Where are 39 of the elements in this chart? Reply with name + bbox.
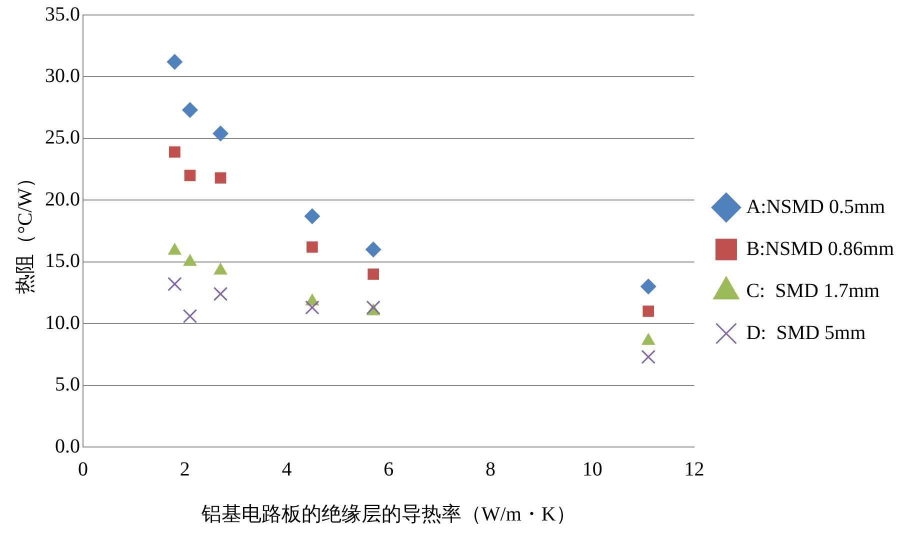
x-tick-label: 0 <box>78 458 88 480</box>
x-tick-label: 12 <box>684 458 704 480</box>
point <box>642 306 654 317</box>
point <box>214 172 226 184</box>
y-tick-label: 25.0 <box>45 126 80 149</box>
point <box>366 300 380 315</box>
y-tick-label: 30.0 <box>45 64 80 87</box>
x-tick-label: 2 <box>180 458 190 480</box>
legend-label: A:NSMD 0.5mm <box>746 196 886 218</box>
x-tick-label: 10 <box>582 458 602 480</box>
y-axis-title: 热阻（°C/W） <box>14 168 36 294</box>
y-tick-label: 10.0 <box>45 312 80 334</box>
point <box>304 208 320 224</box>
y-tick-label: 35.0 <box>45 3 80 26</box>
point <box>640 278 656 295</box>
point <box>305 300 320 315</box>
legend-label: C: SMD 1.7mm <box>746 280 880 302</box>
y-tick-label: 20.0 <box>45 188 80 210</box>
point <box>168 276 182 292</box>
point <box>182 309 198 324</box>
legend-label: D: SMD 5mm <box>746 322 866 344</box>
point <box>213 286 228 302</box>
point <box>166 54 183 70</box>
point <box>306 241 318 253</box>
point <box>641 350 656 364</box>
point <box>184 170 196 182</box>
point <box>182 102 198 118</box>
y-tick-label: 15.0 <box>45 250 80 272</box>
legend-label: B:NSMD 0.86mm <box>746 238 894 260</box>
point <box>169 146 180 158</box>
point <box>368 268 379 280</box>
x-tick-label: 6 <box>384 458 394 480</box>
x-tick-label: 8 <box>485 458 496 480</box>
x-tick-label: 4 <box>282 458 292 480</box>
y-tick-label: 5.0 <box>55 374 80 396</box>
point <box>212 125 229 142</box>
y-tick-label: 0.0 <box>55 435 80 458</box>
x-axis-title: 铝基电路板的绝缘层的导热率（W/m・K） <box>200 503 576 526</box>
point <box>365 242 382 258</box>
